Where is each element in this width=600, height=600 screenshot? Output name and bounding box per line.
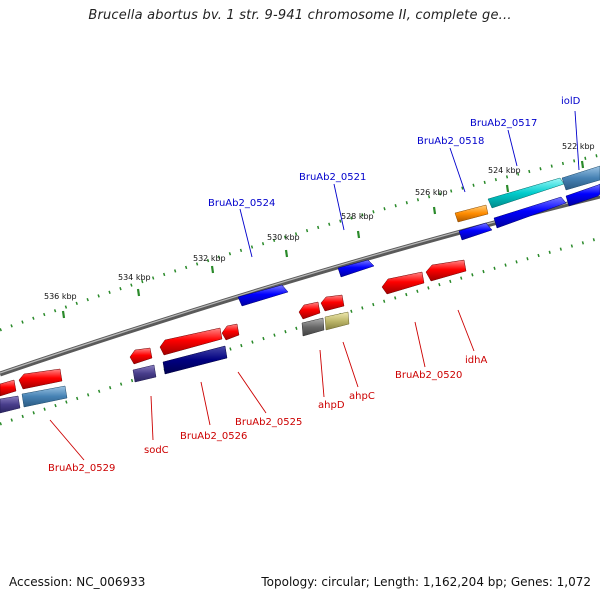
gene-sodc-red[interactable] (129, 347, 153, 365)
gene-bruab2-0529[interactable] (21, 385, 68, 408)
gene-bruab2-0521[interactable] (337, 259, 375, 278)
topology-summary: Topology: circular; Length: 1,162,204 bp… (261, 575, 591, 589)
reverse-genes (0, 259, 467, 414)
label-bruab2-0520[interactable]: BruAb2_0520 (395, 370, 462, 381)
gene-bruab2-0526[interactable] (162, 345, 228, 375)
tick-label-524: 524 kbp (488, 166, 521, 175)
gene-iold[interactable] (565, 183, 600, 207)
gene-bruab2-0517-steel[interactable] (561, 165, 600, 191)
map-title: Brucella abortus bv. 1 str. 9-941 chromo… (88, 8, 512, 23)
gene-bruab2-0524[interactable] (237, 284, 289, 307)
gene-bruab2-0525-red[interactable] (221, 323, 240, 341)
label-idha[interactable]: idhA (465, 355, 487, 366)
gene-ahpc-red[interactable] (320, 294, 345, 312)
label-bruab2-0524[interactable]: BruAb2_0524 (208, 198, 275, 209)
label-bruab2-0526[interactable]: BruAb2_0526 (180, 431, 247, 442)
label-iold[interactable]: iolD (561, 96, 581, 107)
tick-label-532: 532 kbp (193, 254, 226, 263)
tick-label-536: 536 kbp (44, 292, 77, 301)
label-ahpc[interactable]: ahpC (349, 391, 375, 402)
gene-left-edge-purple[interactable] (0, 395, 21, 414)
reverse-leader-lines (49, 309, 475, 461)
tick-label-526: 526 kbp (415, 188, 448, 197)
gene-bruab2-0526-red[interactable] (159, 327, 223, 356)
tick-label-530: 530 kbp (267, 233, 300, 242)
gene-bruab2-0529-red[interactable] (18, 368, 63, 390)
label-bruab2-0517[interactable]: BruAb2_0517 (470, 118, 537, 129)
gene-bruab2-0518-orange[interactable] (454, 204, 489, 223)
label-bruab2-0529[interactable]: BruAb2_0529 (48, 463, 115, 474)
tick-label-528: 528 kbp (341, 212, 374, 221)
label-bruab2-0521[interactable]: BruAb2_0521 (299, 172, 366, 183)
inner-tick-ring (0, 236, 600, 426)
label-bruab2-0518[interactable]: BruAb2_0518 (417, 136, 484, 147)
gene-ahpd[interactable] (301, 317, 325, 337)
gene-bruab2-0520[interactable] (381, 271, 425, 295)
gene-bruab2-0517[interactable] (493, 196, 567, 229)
accession-text: Accession: NC_006933 (9, 575, 146, 589)
gene-ahpd-red[interactable] (298, 301, 321, 320)
major-ticks (61, 160, 585, 319)
tick-label-522: 522 kbp (562, 142, 595, 151)
gene-idha[interactable] (425, 259, 467, 282)
gene-bruab2-0518[interactable] (458, 222, 493, 241)
gene-sodc[interactable] (132, 364, 157, 383)
gene-ahpc[interactable] (324, 311, 350, 331)
label-ahpd[interactable]: ahpD (318, 400, 345, 411)
forward-genes (237, 165, 600, 307)
forward-leader-lines (239, 110, 580, 258)
gene-left-edge-red[interactable] (0, 379, 17, 397)
label-sodc[interactable]: sodC (144, 445, 169, 456)
label-bruab2-0525[interactable]: BruAb2_0525 (235, 417, 302, 428)
outer-tick-ring (0, 153, 600, 332)
tick-label-534: 534 kbp (118, 273, 151, 282)
